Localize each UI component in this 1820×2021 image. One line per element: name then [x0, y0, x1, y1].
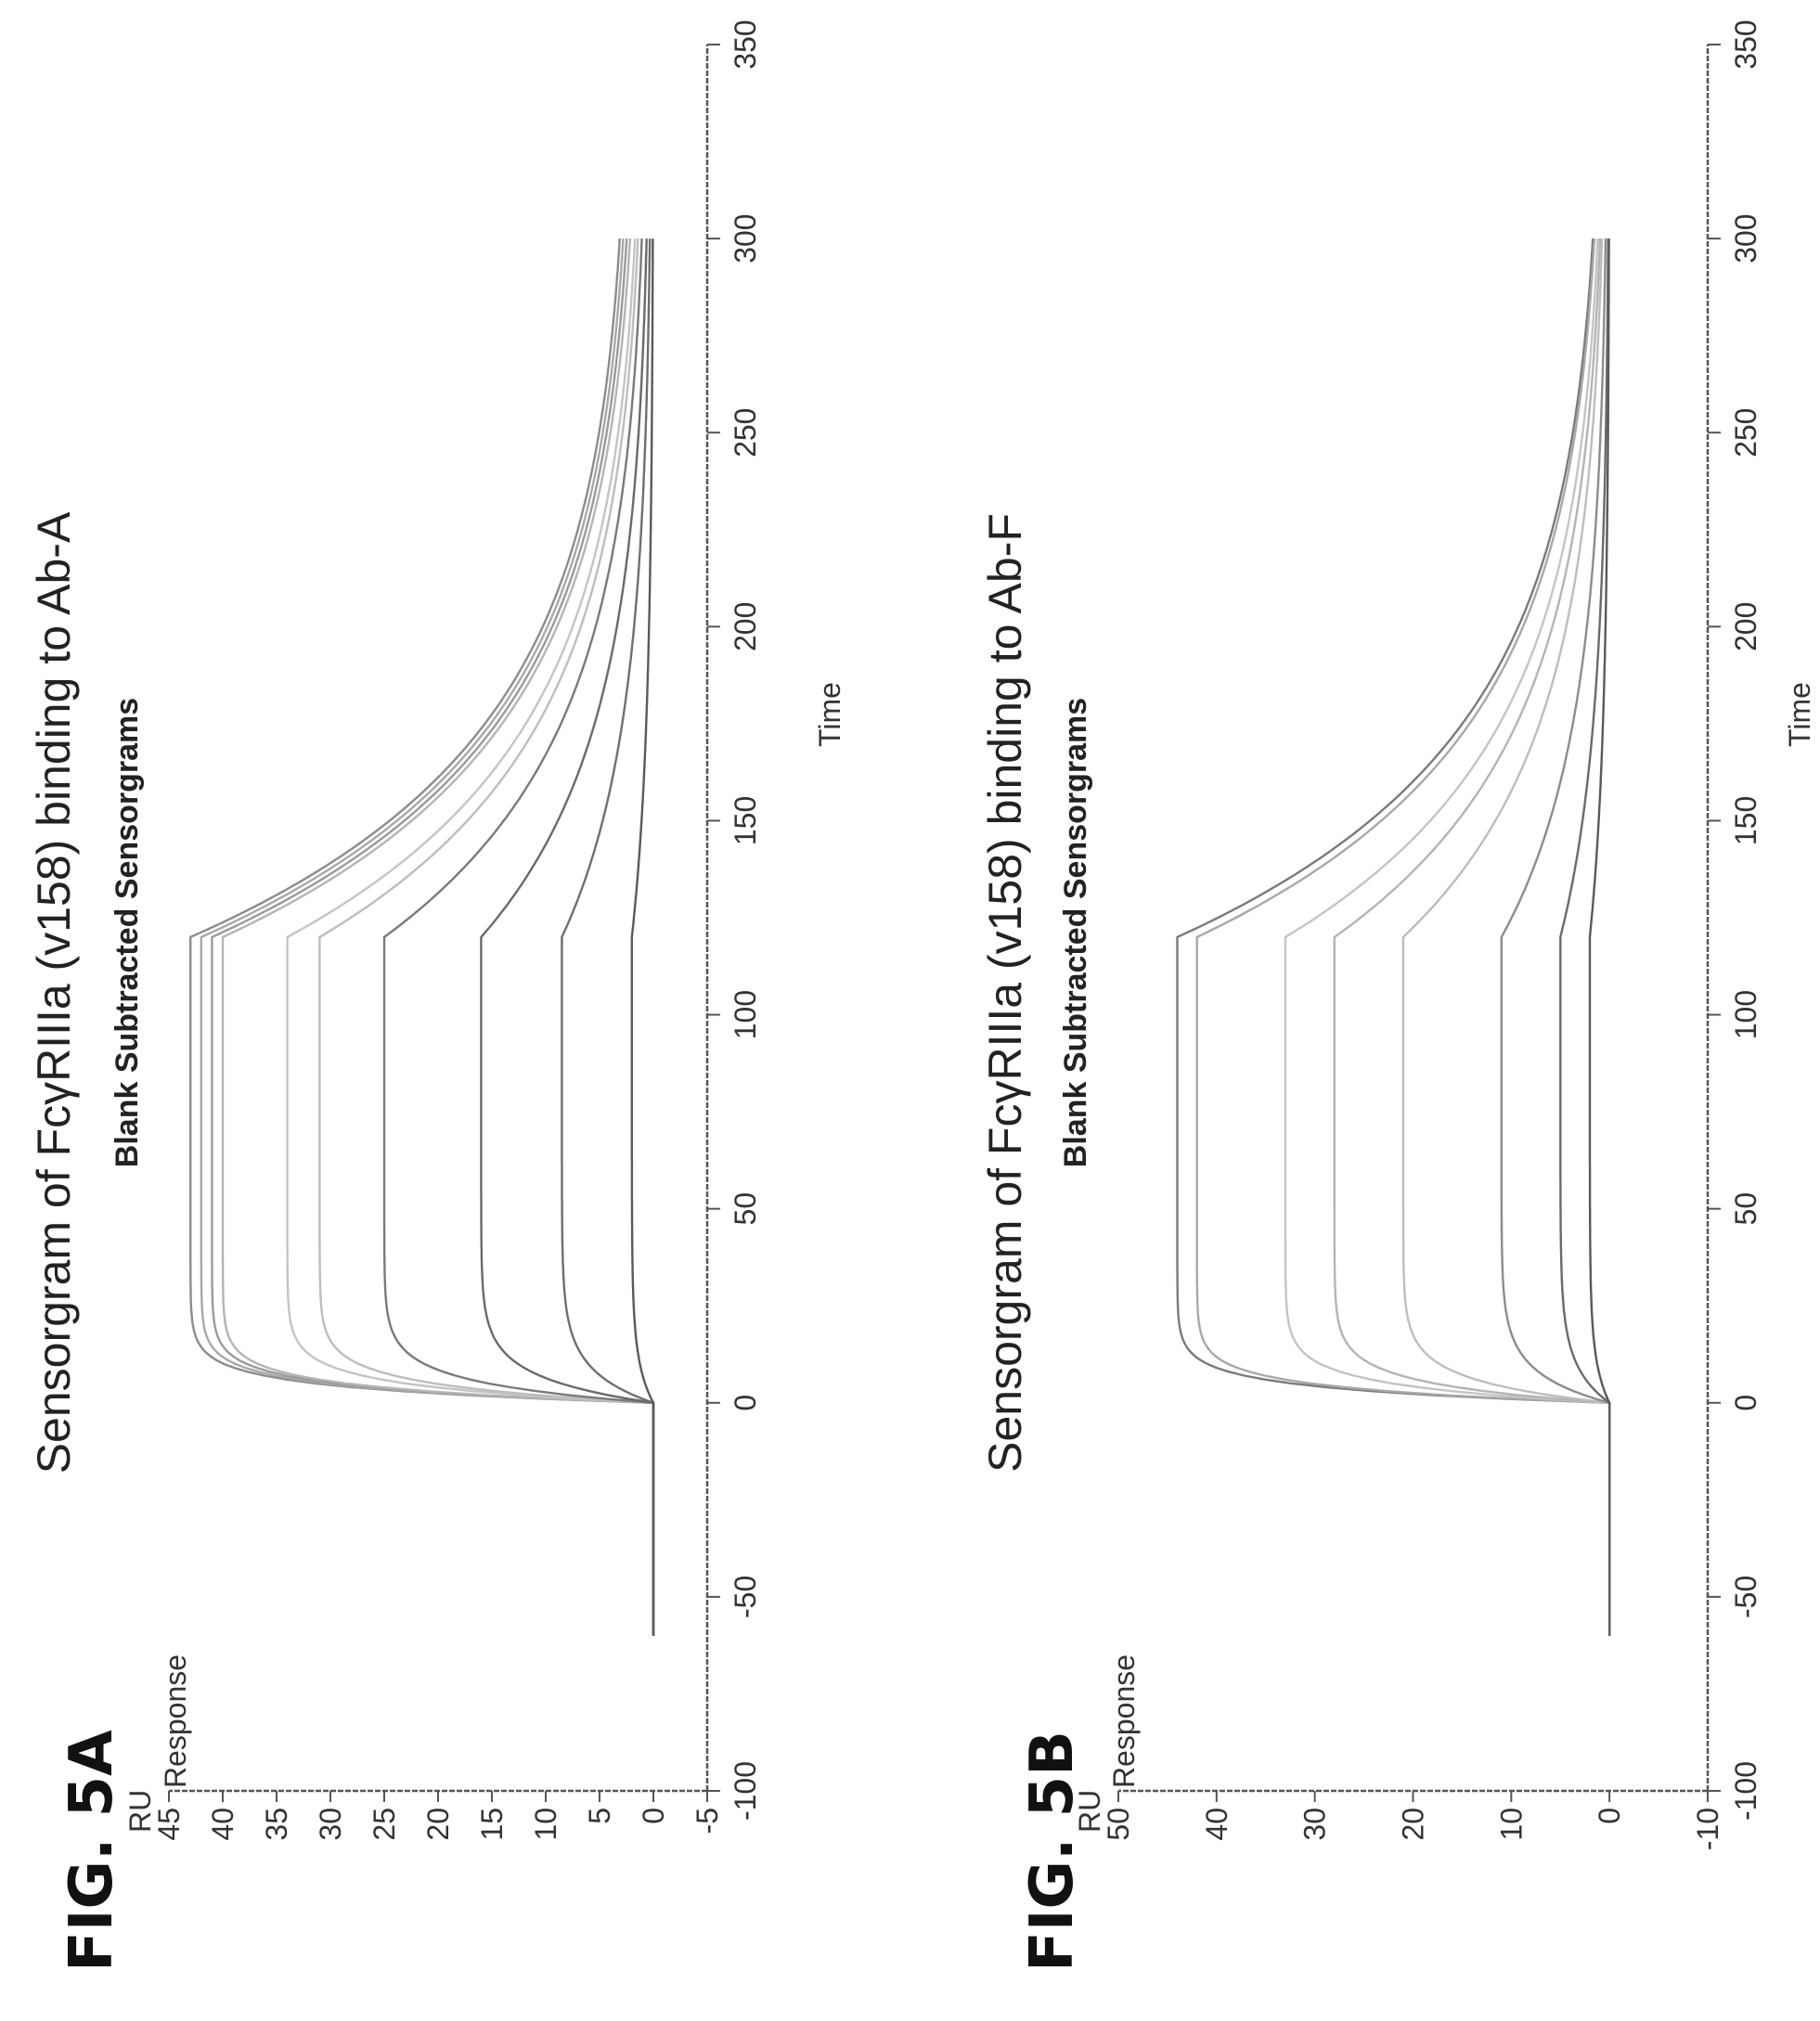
x-tick-label: 250 — [729, 408, 762, 457]
series-line-6 — [1500, 238, 1611, 1636]
chart-title: Sensorgram of FcγRIIIa (v158) binding to… — [28, 511, 80, 1474]
y-axis-unit: RU — [1073, 1790, 1106, 1833]
chart-subtitle: Blank Subtracted Sensorgrams — [110, 698, 145, 1167]
y-tick-label: 10 — [1494, 1808, 1528, 1841]
y-tick-label: -5 — [691, 1808, 724, 1834]
y-tick-label: 30 — [1298, 1808, 1332, 1841]
series-group — [1176, 238, 1611, 1636]
x-tick-label: 350 — [1729, 19, 1762, 69]
sensorgram-chart-5a: Sensorgram of FcγRIIIa (v158) binding to… — [28, 19, 846, 1840]
figure-label-5a: FIG. 5A — [58, 1730, 126, 1972]
y-tick-label: 15 — [475, 1808, 509, 1841]
x-tick-label: -100 — [1729, 1761, 1762, 1821]
x-tick-label: 200 — [1729, 602, 1762, 651]
x-tick-label: -100 — [729, 1761, 762, 1821]
y-axis-unit: RU — [123, 1790, 157, 1833]
x-tick-label: 100 — [729, 990, 762, 1039]
y-axis-label: Response — [1107, 1654, 1141, 1788]
chart-subtitle: Blank Subtracted Sensorgrams — [1058, 698, 1093, 1167]
tick-group: -100-50050100150200250300350-10010203040… — [1102, 19, 1762, 1850]
x-tick-label: 200 — [729, 602, 762, 651]
series-line-1 — [1176, 238, 1611, 1636]
x-axis-label: Time — [813, 682, 846, 747]
sensorgram-chart-5b: Sensorgram of FcγRIIIa (v158) binding to… — [979, 19, 1816, 1850]
x-tick-label: 0 — [1729, 1395, 1762, 1411]
series-line-3 — [211, 238, 655, 1636]
x-tick-label: 300 — [729, 213, 762, 263]
x-tick-label: 50 — [729, 1192, 762, 1226]
y-tick-label: 35 — [260, 1808, 293, 1841]
y-tick-label: 5 — [583, 1808, 616, 1824]
series-line-10 — [630, 238, 655, 1636]
y-tick-label: -10 — [1691, 1808, 1724, 1850]
x-tick-label: 50 — [1729, 1192, 1762, 1226]
chart-title: Sensorgram of FcγRIIIa (v158) binding to… — [979, 513, 1031, 1473]
series-group — [188, 238, 655, 1636]
series-line-5 — [286, 238, 655, 1636]
y-tick-label: 25 — [368, 1808, 401, 1841]
tick-group: -100-50050100150200250300350-50510152025… — [152, 19, 762, 1840]
series-line-7 — [382, 238, 655, 1636]
y-axis-label: Response — [159, 1654, 192, 1788]
figure-label-5b: FIG. 5B — [1018, 1731, 1087, 1972]
series-line-5 — [1401, 238, 1611, 1636]
x-tick-label: -50 — [1729, 1576, 1762, 1618]
x-tick-label: 0 — [729, 1395, 762, 1411]
y-tick-label: 0 — [1593, 1808, 1626, 1824]
x-tick-label: -50 — [729, 1576, 762, 1618]
y-tick-label: 0 — [637, 1808, 670, 1824]
y-tick-label: 30 — [314, 1808, 347, 1841]
y-tick-label: 40 — [206, 1808, 239, 1841]
y-tick-label: 45 — [152, 1808, 186, 1841]
y-tick-label: 40 — [1200, 1808, 1233, 1841]
x-axis-label: Time — [1783, 682, 1816, 747]
series-line-8 — [1588, 238, 1611, 1636]
x-tick-label: 300 — [1729, 213, 1762, 263]
y-tick-label: 10 — [529, 1808, 562, 1841]
x-tick-label: 350 — [729, 19, 762, 69]
series-line-2 — [200, 238, 655, 1636]
x-tick-label: 250 — [1729, 408, 1762, 457]
series-line-1 — [188, 238, 655, 1636]
y-tick-label: 50 — [1102, 1808, 1135, 1841]
y-tick-label: 20 — [421, 1808, 455, 1841]
x-tick-label: 100 — [1729, 990, 1762, 1039]
y-tick-label: 20 — [1397, 1808, 1430, 1841]
series-line-4 — [1333, 238, 1611, 1636]
x-tick-label: 150 — [1729, 796, 1762, 845]
x-tick-label: 150 — [729, 796, 762, 845]
